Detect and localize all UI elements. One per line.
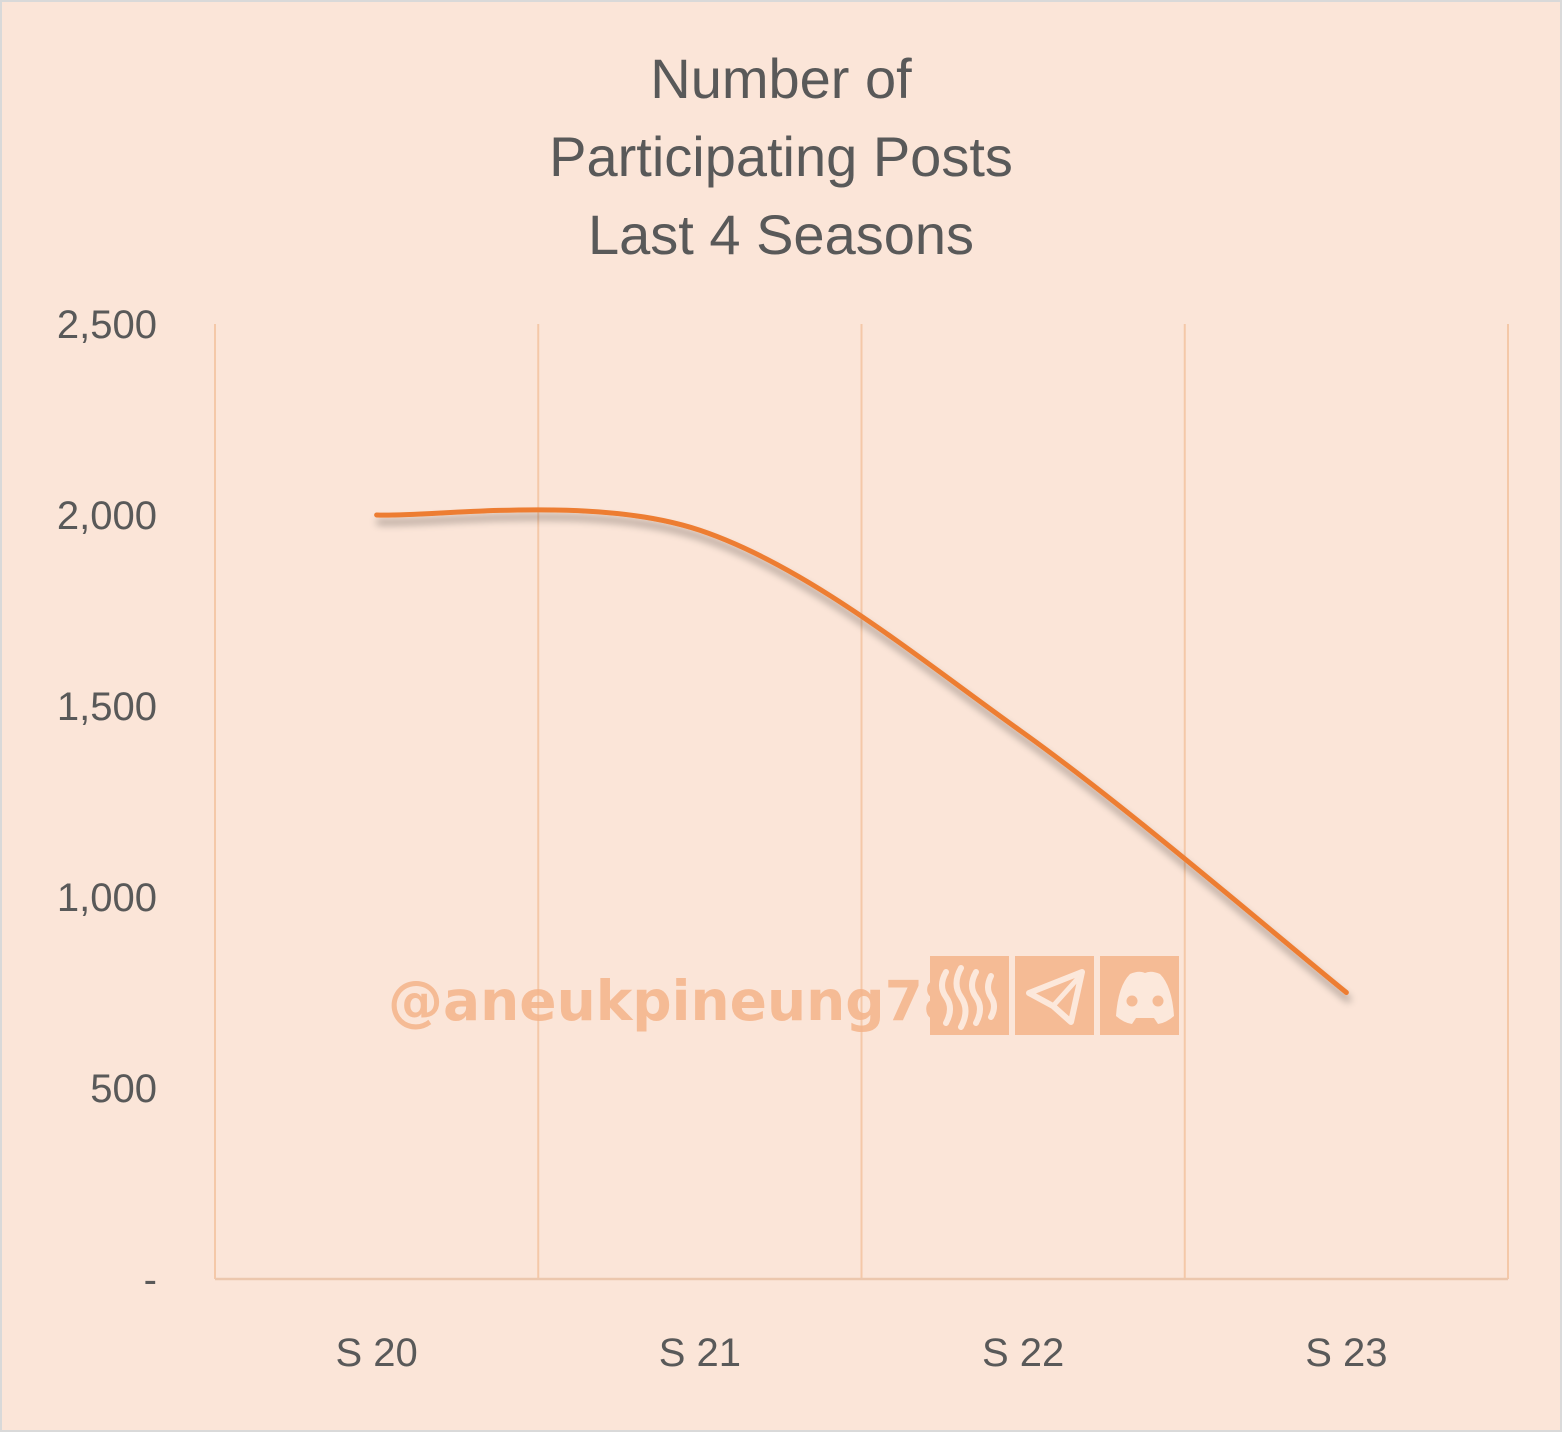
y-tick-label: 2,500	[57, 303, 157, 347]
y-tick-label: 1,500	[57, 685, 157, 729]
tick-labels: - 500 1,000 1,500 2,000 2,500 S 20 S 21 S 22 S 23	[57, 303, 1388, 1375]
chart-title-line-1: Number of	[650, 47, 912, 110]
watermark-text: @aneukpineung78	[388, 969, 961, 1033]
chart-title: Number of Participating Posts Last 4 Sea…	[0, 40, 1562, 274]
watermark: @aneukpineung78	[388, 956, 1179, 1035]
x-tick-label: S 22	[982, 1331, 1064, 1375]
steem-icon	[930, 956, 1009, 1035]
series-layer	[374, 507, 1349, 995]
discord-icon	[1100, 956, 1179, 1035]
x-tick-label: S 23	[1305, 1331, 1387, 1375]
y-tick-label: 500	[90, 1067, 157, 1111]
y-tick-label: 1,000	[57, 876, 157, 920]
x-tick-label: S 21	[659, 1331, 741, 1375]
chart-title-line-2: Participating Posts	[549, 125, 1013, 188]
series-line	[374, 507, 1349, 995]
gridlines	[214, 324, 1509, 1279]
chart-title-line-3: Last 4 Seasons	[587, 203, 975, 266]
y-tick-label: -	[144, 1258, 157, 1302]
x-tick-label: S 20	[335, 1331, 417, 1375]
telegram-icon	[1015, 956, 1094, 1035]
y-tick-label: 2,000	[57, 494, 157, 538]
